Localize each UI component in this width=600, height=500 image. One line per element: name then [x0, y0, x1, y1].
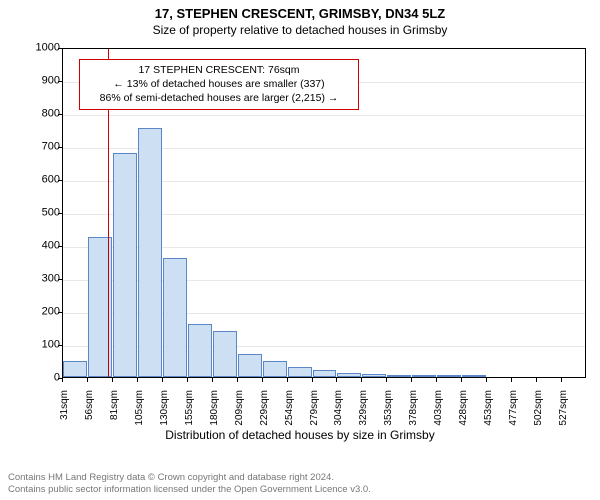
- histogram-bar: [213, 331, 237, 377]
- info-box-line3: 86% of semi-detached houses are larger (…: [86, 91, 352, 105]
- info-box-line1: 17 STEPHEN CRESCENT: 76sqm: [86, 63, 352, 77]
- x-tick-mark: [212, 378, 213, 382]
- histogram-bar: [387, 375, 411, 377]
- x-tick-mark: [312, 378, 313, 382]
- histogram-bar: [263, 361, 287, 378]
- x-tick-mark: [511, 378, 512, 382]
- x-tick-mark: [461, 378, 462, 382]
- info-box-line2: ← 13% of detached houses are smaller (33…: [86, 77, 352, 91]
- histogram-bar: [362, 374, 386, 377]
- x-tick-mark: [561, 378, 562, 382]
- y-tick-label: 800: [20, 109, 60, 120]
- attribution: Contains HM Land Registry data © Crown c…: [8, 472, 592, 496]
- x-tick-mark: [361, 378, 362, 382]
- x-tick-mark: [486, 378, 487, 382]
- x-tick-mark: [87, 378, 88, 382]
- x-tick-mark: [237, 378, 238, 382]
- histogram-bar: [163, 258, 187, 377]
- y-tick-label: 400: [20, 241, 60, 252]
- y-tick-label: 600: [20, 175, 60, 186]
- histogram-bar: [63, 361, 87, 378]
- y-tick-label: 0: [20, 373, 60, 384]
- x-tick-mark: [536, 378, 537, 382]
- x-tick-mark: [112, 378, 113, 382]
- page-subtitle: Size of property relative to detached ho…: [0, 21, 600, 41]
- attribution-line1: Contains HM Land Registry data © Crown c…: [8, 472, 592, 484]
- y-tick-label: 1000: [20, 43, 60, 54]
- histogram-bar: [313, 370, 337, 377]
- attribution-line2: Contains public sector information licen…: [8, 484, 592, 496]
- grid-line: [63, 115, 585, 116]
- x-tick-mark: [162, 378, 163, 382]
- x-axis-label: Distribution of detached houses by size …: [0, 428, 600, 442]
- x-tick-mark: [262, 378, 263, 382]
- histogram-bar: [138, 128, 162, 377]
- x-tick-mark: [436, 378, 437, 382]
- histogram-bar: [462, 375, 486, 377]
- histogram-bar: [437, 375, 461, 377]
- x-tick-mark: [62, 378, 63, 382]
- plot-area: 17 STEPHEN CRESCENT: 76sqm ← 13% of deta…: [62, 48, 586, 378]
- y-tick-label: 300: [20, 274, 60, 285]
- histogram-bar: [188, 324, 212, 377]
- y-tick-label: 500: [20, 208, 60, 219]
- histogram-bar: [337, 373, 361, 377]
- histogram-bar: [288, 367, 312, 377]
- x-tick-mark: [411, 378, 412, 382]
- x-tick-mark: [187, 378, 188, 382]
- histogram-bar: [238, 354, 262, 377]
- x-tick-mark: [287, 378, 288, 382]
- x-tick-mark: [336, 378, 337, 382]
- info-box: 17 STEPHEN CRESCENT: 76sqm ← 13% of deta…: [79, 59, 359, 110]
- y-tick-label: 100: [20, 340, 60, 351]
- page-title: 17, STEPHEN CRESCENT, GRIMSBY, DN34 5LZ: [0, 0, 600, 21]
- x-tick-mark: [386, 378, 387, 382]
- histogram-bar: [412, 375, 436, 377]
- histogram-bar: [113, 153, 137, 377]
- y-tick-label: 900: [20, 76, 60, 87]
- chart-container: Number of detached properties 0100200300…: [0, 44, 600, 444]
- x-tick-mark: [137, 378, 138, 382]
- y-tick-label: 700: [20, 142, 60, 153]
- y-tick-label: 200: [20, 307, 60, 318]
